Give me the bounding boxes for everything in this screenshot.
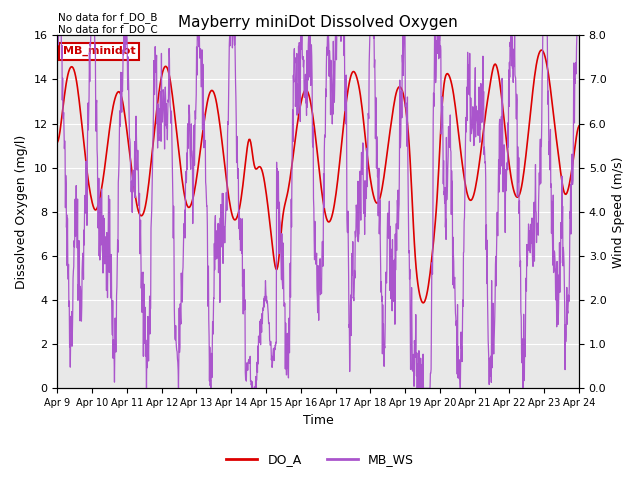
Legend: DO_A, MB_WS: DO_A, MB_WS [221, 448, 419, 471]
Y-axis label: Dissolved Oxygen (mg/l): Dissolved Oxygen (mg/l) [15, 135, 28, 289]
Text: MB_minidot: MB_minidot [63, 46, 135, 56]
Y-axis label: Wind Speed (m/s): Wind Speed (m/s) [612, 156, 625, 267]
X-axis label: Time: Time [303, 414, 333, 427]
Title: Mayberry miniDot Dissolved Oxygen: Mayberry miniDot Dissolved Oxygen [179, 15, 458, 30]
Text: No data for f_DO_B: No data for f_DO_B [58, 12, 157, 23]
Text: No data for f_DO_C: No data for f_DO_C [58, 24, 157, 35]
